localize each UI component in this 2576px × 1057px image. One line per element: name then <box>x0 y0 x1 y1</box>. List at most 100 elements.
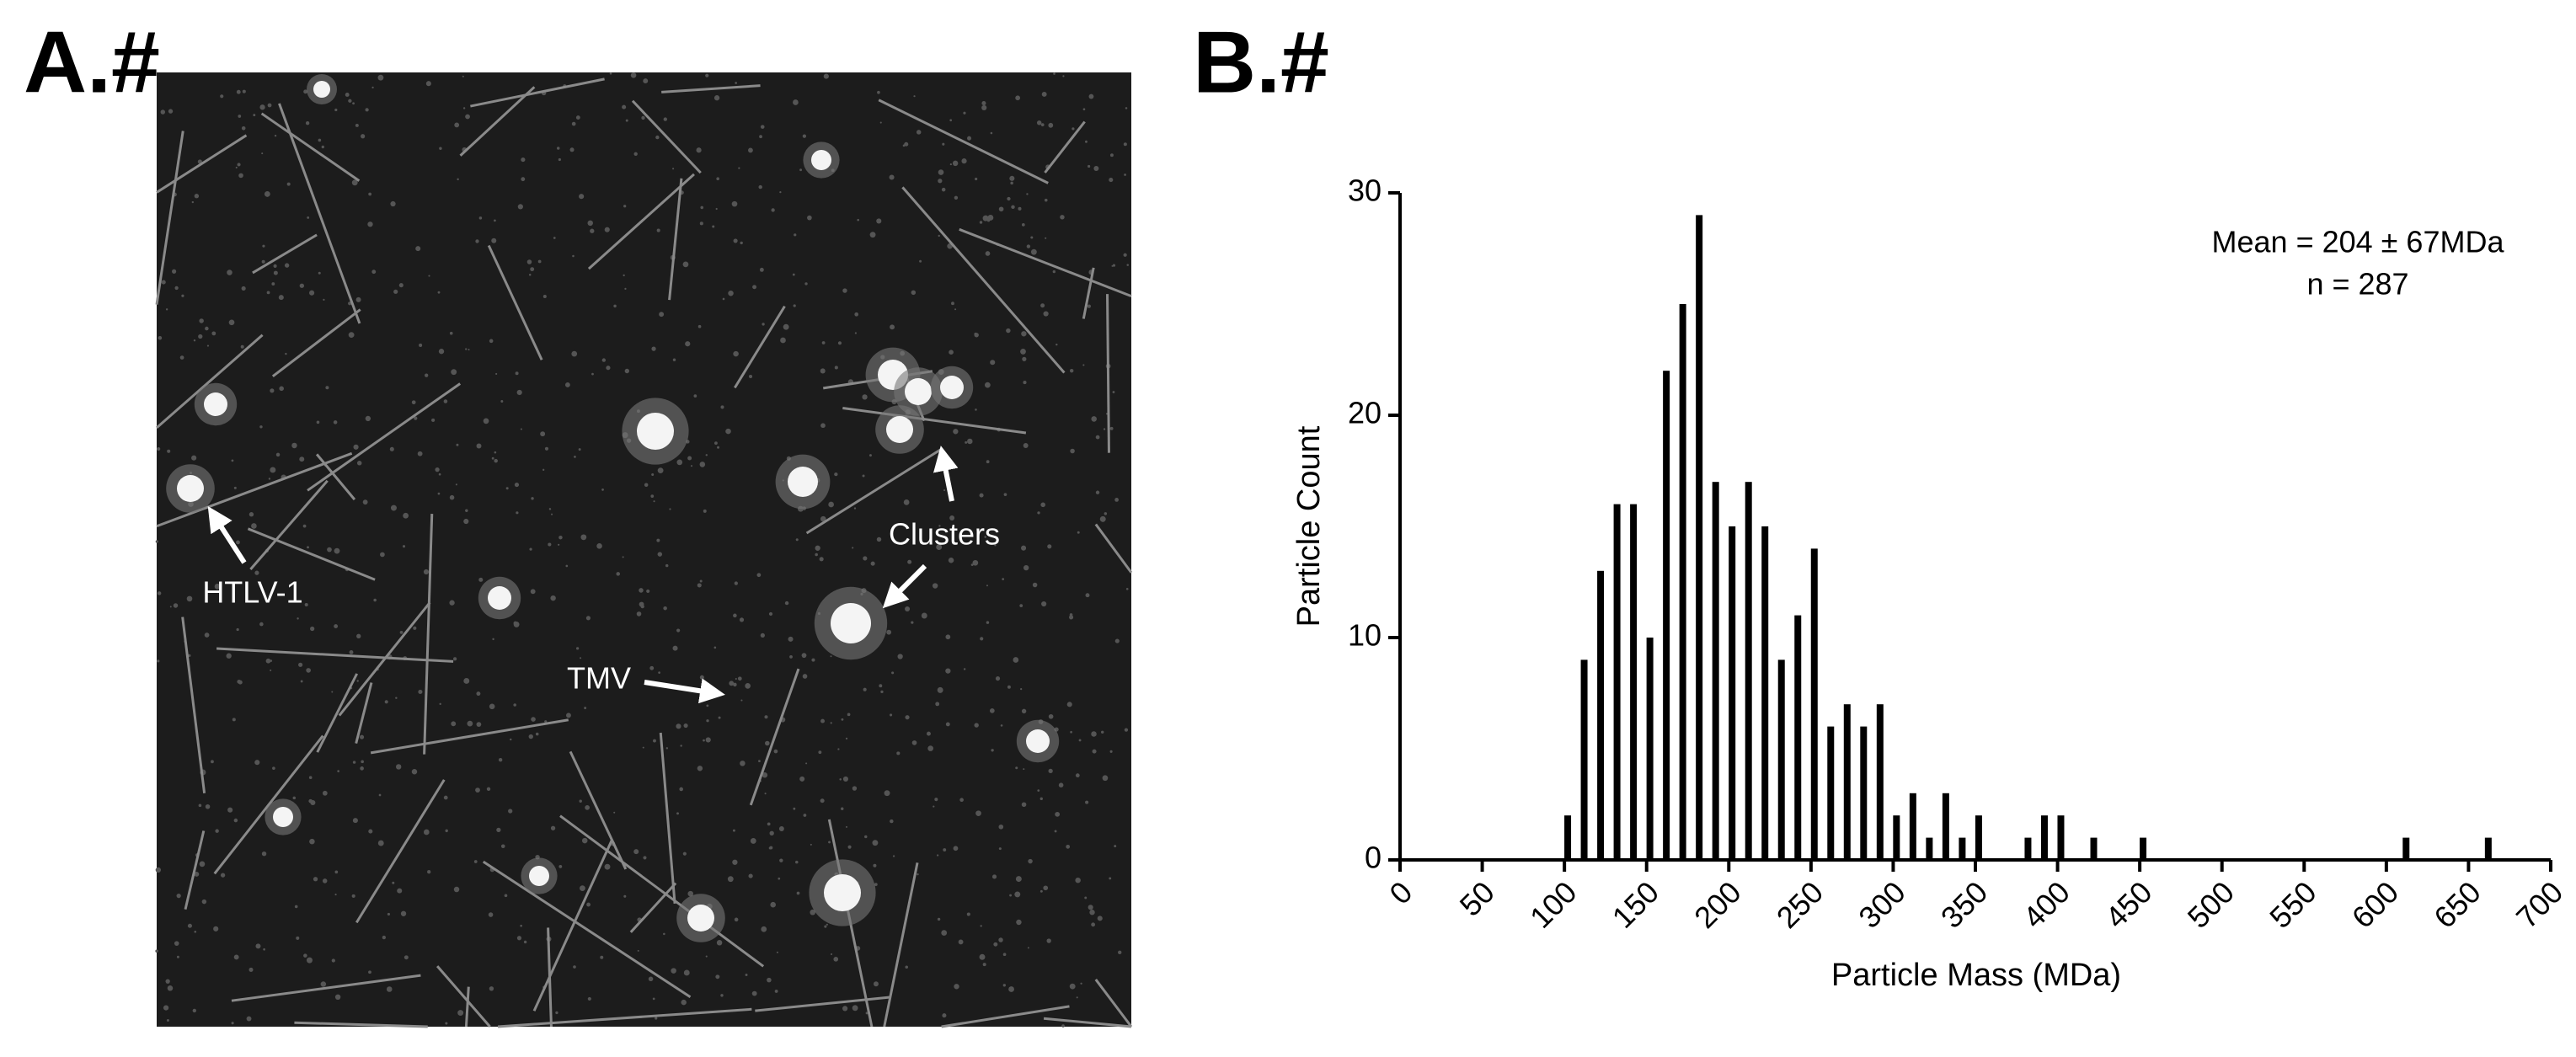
speck <box>351 894 355 898</box>
speck <box>306 668 311 673</box>
image-annotation: TMV <box>567 661 631 696</box>
speck <box>349 650 354 654</box>
speck <box>309 290 315 296</box>
speck <box>637 949 639 952</box>
speck <box>238 680 243 685</box>
speck <box>155 540 158 543</box>
speck <box>1015 876 1022 883</box>
speck <box>1047 544 1052 549</box>
speck <box>453 657 457 661</box>
speck <box>857 218 860 222</box>
speck <box>1032 582 1038 588</box>
speck <box>1091 416 1097 422</box>
speck <box>1002 984 1006 987</box>
speck <box>699 579 703 583</box>
speck <box>210 760 214 764</box>
speck <box>852 547 854 549</box>
speck <box>236 627 239 632</box>
speck <box>672 168 675 170</box>
speck <box>663 932 665 936</box>
speck <box>937 686 943 693</box>
rod <box>315 453 356 501</box>
speck <box>658 671 660 674</box>
speck <box>774 990 778 993</box>
speck <box>758 184 762 190</box>
speck <box>286 182 291 186</box>
panel-label: B.# <box>1193 13 1329 111</box>
speck <box>715 207 718 211</box>
speck <box>697 583 702 588</box>
speck <box>386 986 393 992</box>
speck <box>1060 215 1065 220</box>
speck <box>305 120 310 125</box>
speck <box>1102 775 1109 782</box>
speck <box>965 440 968 444</box>
x-tick-label: 200 <box>1687 874 1747 934</box>
speck <box>815 553 818 557</box>
speck <box>642 746 644 749</box>
speck <box>531 717 536 722</box>
speck <box>703 739 705 742</box>
speck <box>334 547 340 554</box>
speck <box>1027 947 1029 949</box>
speck <box>828 841 831 844</box>
speck <box>265 658 271 664</box>
speck <box>302 524 307 528</box>
speck <box>1041 91 1047 97</box>
speck <box>936 544 943 551</box>
x-tick-label: 0 <box>1382 874 1419 910</box>
speck <box>1084 896 1088 900</box>
speck <box>932 583 938 589</box>
speck <box>805 762 808 765</box>
speck <box>309 838 315 845</box>
speck <box>745 683 751 689</box>
speck <box>1030 236 1034 239</box>
micrograph-features <box>155 72 1133 1028</box>
speck <box>765 740 770 746</box>
particle <box>788 467 818 497</box>
speck <box>728 290 734 296</box>
speck <box>820 423 826 429</box>
speck <box>157 591 162 595</box>
speck <box>974 723 979 728</box>
speck <box>1095 490 1100 494</box>
speck <box>633 849 639 855</box>
speck <box>740 699 743 702</box>
speck <box>387 912 391 916</box>
bar <box>2402 837 2410 860</box>
speck <box>982 215 989 222</box>
speck <box>551 513 553 515</box>
speck <box>155 867 162 873</box>
rod <box>436 965 491 1028</box>
speck <box>665 747 669 750</box>
speck <box>261 152 264 155</box>
speck <box>847 845 852 849</box>
speck <box>529 547 532 551</box>
speck <box>793 99 799 105</box>
speck <box>580 885 585 892</box>
y-axis-label: Particle Count <box>1291 425 1327 627</box>
speck <box>297 617 299 620</box>
speck <box>1041 601 1047 607</box>
speck <box>1082 364 1085 366</box>
speck <box>793 807 796 810</box>
x-axis-label: Particle Mass (MDa) <box>1831 958 2121 993</box>
speck <box>911 740 917 745</box>
speck <box>769 830 774 835</box>
rod <box>497 1007 752 1028</box>
speck <box>380 552 385 558</box>
speck <box>1048 713 1054 719</box>
speck <box>274 134 277 137</box>
rod <box>883 862 919 1028</box>
speck <box>167 449 171 453</box>
speck <box>679 787 684 792</box>
speck <box>720 405 724 409</box>
particle <box>811 150 831 170</box>
x-tick-label: 550 <box>2263 874 2322 934</box>
speck <box>1026 193 1029 195</box>
speck <box>174 941 179 946</box>
speck <box>938 169 944 175</box>
speck <box>1109 426 1114 430</box>
speck <box>1070 448 1075 454</box>
